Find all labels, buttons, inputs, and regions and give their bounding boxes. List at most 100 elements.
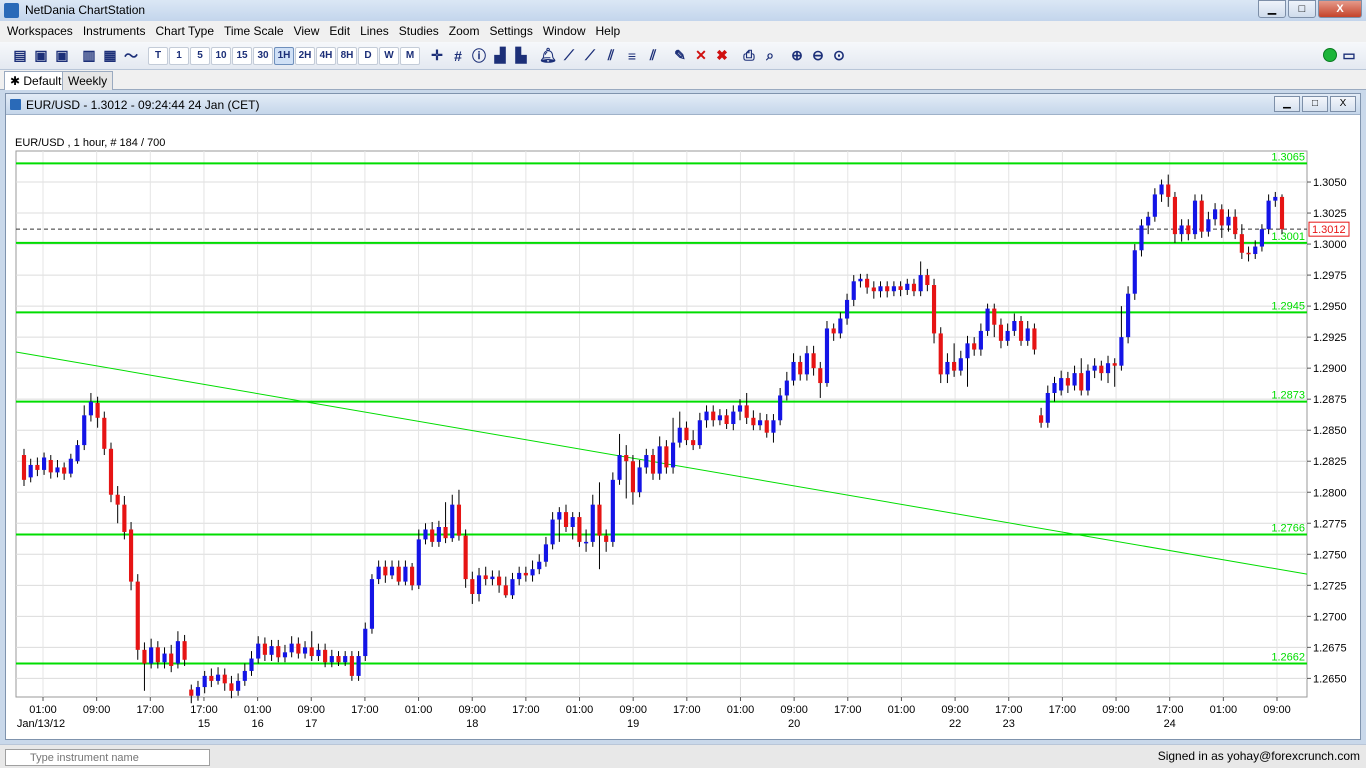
candle-body bbox=[450, 504, 455, 539]
x-time-label: 01:00 bbox=[405, 704, 433, 716]
close-button[interactable]: X bbox=[1318, 0, 1362, 18]
candlestick-chart[interactable]: EUR/USD , 1 hour, # 184 / 700 1.3050 1.302… bbox=[6, 115, 1360, 739]
chart-maximize-button[interactable]: □ bbox=[1302, 96, 1328, 112]
bar-chart-icon[interactable]: ▦ bbox=[103, 47, 117, 63]
y-tick-label: 1.3025 bbox=[1313, 208, 1347, 220]
candle-body bbox=[697, 420, 702, 446]
candle-body bbox=[577, 517, 582, 542]
menu-zoom[interactable]: Zoom bbox=[448, 24, 480, 38]
fibonacci-icon[interactable]: ≡ bbox=[627, 47, 637, 64]
timescale-8h-button[interactable]: 8H bbox=[337, 46, 357, 65]
candle-body bbox=[958, 358, 963, 371]
panel-toggle-icon[interactable]: ▭ bbox=[1342, 46, 1356, 63]
delete-all-icon[interactable]: ✖ bbox=[716, 47, 728, 63]
timescale-2h-button[interactable]: 2H bbox=[295, 46, 315, 65]
candle-body bbox=[1005, 330, 1010, 341]
menu-help[interactable]: Help bbox=[595, 24, 621, 38]
tab-default[interactable]: ✱ Default bbox=[4, 71, 68, 90]
parallel-lines-icon[interactable]: ⫽ bbox=[607, 47, 615, 63]
chart-close-button[interactable]: X bbox=[1330, 96, 1356, 112]
candle-body bbox=[376, 566, 381, 580]
info-icon[interactable]: ⓘ bbox=[472, 47, 486, 64]
line-draw-icon[interactable]: ⟋ bbox=[564, 47, 574, 63]
pen-icon[interactable]: ✎ bbox=[674, 47, 686, 63]
candle-body bbox=[1099, 365, 1104, 374]
candlestick-chart-icon[interactable]: ▥ bbox=[82, 47, 96, 63]
trend-line-icon[interactable]: ⟋ bbox=[585, 47, 595, 63]
print-preview-icon[interactable]: ⌕ bbox=[766, 47, 774, 63]
minimize-button[interactable]: ▁ bbox=[1258, 0, 1286, 18]
candle-body bbox=[798, 361, 803, 375]
connection-status-icon bbox=[1323, 48, 1337, 62]
menu-window[interactable]: Window bbox=[542, 24, 586, 38]
alert-bell-icon[interactable]: 🔔︎ bbox=[539, 47, 557, 63]
save-as-icon[interactable]: ▣ bbox=[55, 47, 69, 63]
candle-body bbox=[1226, 216, 1231, 226]
candle-body bbox=[677, 427, 682, 443]
candle-body bbox=[369, 579, 375, 629]
delete-icon[interactable]: ✕ bbox=[695, 47, 707, 63]
candle-body bbox=[175, 641, 180, 664]
timescale-tick-button[interactable]: T bbox=[148, 46, 168, 65]
candle-body bbox=[590, 504, 595, 542]
timescale-15m-button[interactable]: 15 bbox=[232, 46, 252, 65]
save-icon[interactable]: ▣ bbox=[34, 47, 48, 63]
candle-body bbox=[1032, 328, 1037, 350]
timescale-10m-button[interactable]: 10 bbox=[211, 46, 231, 65]
candle-body bbox=[1012, 321, 1017, 331]
candle-body bbox=[1112, 363, 1117, 366]
timescale-5m-button[interactable]: 5 bbox=[190, 46, 210, 65]
menu-studies[interactable]: Studies bbox=[398, 24, 439, 38]
candle-body bbox=[664, 446, 669, 468]
crosshair-icon[interactable]: ✛ bbox=[431, 47, 443, 63]
candle-body bbox=[256, 643, 261, 659]
menu-edit[interactable]: Edit bbox=[329, 24, 351, 38]
line-chart-icon[interactable]: 〜 bbox=[124, 47, 138, 64]
candle-body bbox=[1039, 415, 1044, 423]
zoom-reset-icon[interactable]: ⊙ bbox=[833, 47, 845, 63]
timescale-1h-button[interactable]: 1H bbox=[274, 46, 294, 65]
y-tick-label: 1.2900 bbox=[1313, 363, 1347, 375]
x-time-label: 01:00 bbox=[888, 704, 916, 716]
timescale-day-button[interactable]: D bbox=[358, 46, 378, 65]
candle-body bbox=[282, 652, 288, 658]
zoom-in-icon[interactable]: ⊕ bbox=[791, 47, 803, 63]
menu-chart-type[interactable]: Chart Type bbox=[155, 24, 214, 38]
menu-lines[interactable]: Lines bbox=[360, 24, 389, 38]
x-time-label: 09:00 bbox=[297, 704, 325, 716]
timescale-1m-button[interactable]: 1 bbox=[169, 46, 189, 65]
chart-minimize-button[interactable]: ▁ bbox=[1274, 96, 1300, 112]
candle-body bbox=[169, 653, 174, 666]
y-tick-label: 1.2725 bbox=[1313, 580, 1347, 592]
volume-icon[interactable]: ▟ bbox=[494, 47, 506, 63]
print-icon[interactable]: ⎙ bbox=[743, 47, 755, 63]
timescale-month-button[interactable]: M bbox=[400, 46, 420, 65]
candle-body bbox=[336, 656, 341, 663]
maximize-button[interactable]: □ bbox=[1288, 0, 1316, 18]
candle-body bbox=[242, 670, 247, 681]
channel-icon[interactable]: ⫽ bbox=[649, 47, 657, 63]
grid-icon[interactable]: # bbox=[454, 47, 462, 64]
menu-view[interactable]: View bbox=[293, 24, 320, 38]
menu-time-scale[interactable]: Time Scale bbox=[224, 24, 284, 38]
candle-body bbox=[463, 535, 468, 580]
new-document-icon[interactable]: ▤ bbox=[13, 47, 27, 63]
menu-instruments[interactable]: Instruments bbox=[82, 24, 146, 38]
instrument-search-input[interactable] bbox=[5, 749, 210, 766]
zoom-out-icon[interactable]: ⊖ bbox=[812, 47, 824, 63]
candle-body bbox=[1132, 250, 1137, 294]
candle-body bbox=[363, 628, 368, 657]
timescale-4h-button[interactable]: 4H bbox=[316, 46, 336, 65]
candle-body bbox=[630, 461, 635, 493]
timescale-week-button[interactable]: W bbox=[379, 46, 399, 65]
current-price-label: 1.3012 bbox=[1312, 224, 1346, 236]
tab-weekly[interactable]: Weekly bbox=[62, 71, 114, 90]
timescale-30m-button[interactable]: 30 bbox=[253, 46, 273, 65]
candle-body bbox=[985, 308, 990, 331]
menu-workspaces[interactable]: Workspaces bbox=[7, 24, 73, 38]
candle-body bbox=[1199, 200, 1204, 232]
menu-settings[interactable]: Settings bbox=[489, 24, 533, 38]
candle-body bbox=[925, 275, 930, 286]
studies-icon[interactable]: ▙ bbox=[515, 47, 527, 63]
candle-body bbox=[1219, 209, 1224, 226]
